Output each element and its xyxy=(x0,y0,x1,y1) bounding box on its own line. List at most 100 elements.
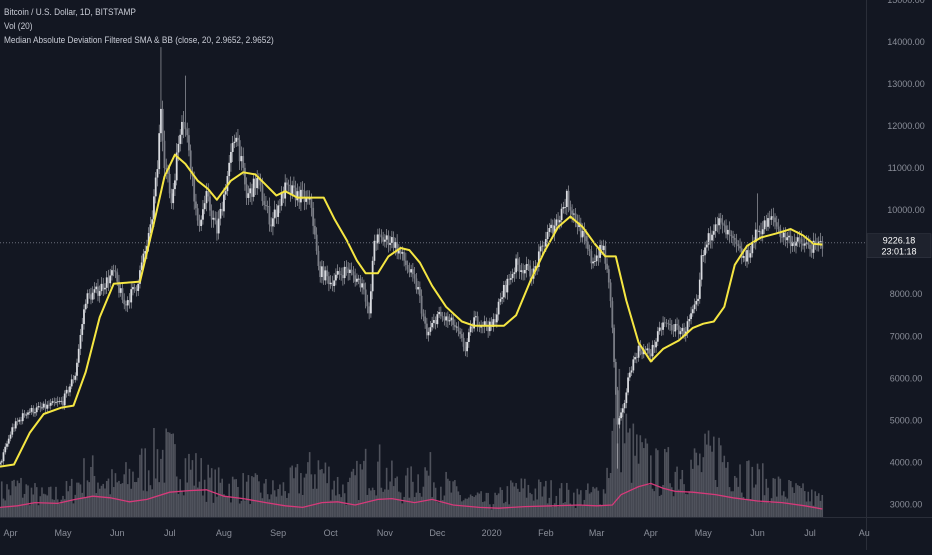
candle-body xyxy=(156,169,159,178)
candle-body xyxy=(252,178,255,197)
volume-bar xyxy=(294,467,297,517)
price-tick-label: 3000.00 xyxy=(890,499,923,509)
volume-bar xyxy=(377,461,379,517)
candle-body xyxy=(270,224,273,227)
volume-bar xyxy=(812,505,815,517)
volume-bar xyxy=(581,505,584,517)
candle-body xyxy=(630,370,633,373)
volume-bar xyxy=(104,488,106,517)
candle-body xyxy=(359,278,362,288)
volume-bar xyxy=(275,496,278,517)
candle-body xyxy=(314,225,316,235)
candle-body xyxy=(301,189,304,192)
volume-bar xyxy=(595,487,598,517)
candle-body xyxy=(670,324,673,331)
volume-bar xyxy=(319,469,321,517)
time-tick-label: Mar xyxy=(589,528,605,538)
candle-body xyxy=(76,362,78,376)
volume-bar xyxy=(203,479,206,517)
candle-body xyxy=(644,349,647,351)
volume-bar xyxy=(391,460,393,517)
candle-body xyxy=(331,282,334,286)
volume-bar xyxy=(196,487,199,517)
candle-body xyxy=(581,230,584,238)
volume-bar xyxy=(72,503,75,517)
candle-body xyxy=(739,246,741,249)
volume-bar xyxy=(632,423,635,517)
volume-bar xyxy=(128,468,131,517)
candle-body xyxy=(74,375,77,380)
volume-bar xyxy=(2,498,5,517)
legend-indicator[interactable]: Median Absolute Deviation Filtered SMA &… xyxy=(4,35,274,45)
volume-bar xyxy=(478,493,481,517)
volume-bar xyxy=(373,490,376,517)
candle-body xyxy=(151,219,154,225)
volume-bar xyxy=(272,480,274,517)
volume-bar xyxy=(156,449,159,517)
volume-bar xyxy=(641,442,643,517)
volume-bar xyxy=(133,482,136,517)
time-tick-label: Jun xyxy=(750,528,765,538)
volume-bar xyxy=(545,480,547,517)
candle-body xyxy=(543,245,545,247)
volume-bar xyxy=(97,482,99,517)
last-price-value: 9226.18 xyxy=(883,236,916,246)
volume-bar xyxy=(567,489,570,517)
volume-bar xyxy=(802,483,804,517)
candle-body xyxy=(425,323,428,336)
chart-legend: Bitcoin / U.S. Dollar, 1D, BITSTAMP Vol … xyxy=(4,5,274,47)
price-tick-label: 15000.00 xyxy=(887,0,925,5)
volume-bar xyxy=(503,503,505,517)
candle-body xyxy=(153,196,155,220)
candle-body xyxy=(132,287,134,290)
candle-body xyxy=(174,180,176,190)
candle-body xyxy=(690,313,692,319)
legend-volume[interactable]: Vol (20) xyxy=(4,21,33,31)
candle-body xyxy=(728,229,731,235)
volume-bar xyxy=(489,504,491,517)
candle-body xyxy=(611,301,614,328)
volume-bar xyxy=(34,483,36,517)
volume-bar xyxy=(532,500,535,517)
volume-bar xyxy=(284,491,286,517)
candle-body xyxy=(28,411,31,413)
candle-body xyxy=(539,246,542,252)
volume-bar xyxy=(735,477,738,517)
candle-body xyxy=(667,323,670,325)
candle-body xyxy=(746,250,748,262)
legend-symbol[interactable]: Bitcoin / U.S. Dollar, 1D, BITSTAMP xyxy=(4,7,136,17)
volume-bar xyxy=(602,489,605,517)
candle-body xyxy=(413,274,416,279)
volume-bar xyxy=(172,433,174,517)
volume-bar xyxy=(791,487,794,517)
volume-bar xyxy=(114,473,117,517)
candle-body xyxy=(125,304,127,306)
candle-body xyxy=(366,301,369,307)
volume-bar xyxy=(380,487,383,517)
volume-bar xyxy=(39,496,42,517)
candle-body xyxy=(508,278,511,280)
candle-body xyxy=(817,241,820,245)
volume-bar xyxy=(524,478,526,517)
volume-bar xyxy=(760,502,762,517)
volume-bar xyxy=(511,482,514,517)
candle-body xyxy=(268,206,271,225)
candle-body xyxy=(751,242,754,254)
candle-body xyxy=(25,414,28,416)
candle-body xyxy=(453,324,456,327)
candle-body xyxy=(240,156,243,162)
candle-body xyxy=(44,403,47,409)
volume-bar xyxy=(322,473,325,517)
volume-bar xyxy=(506,486,509,517)
volume-bar xyxy=(546,503,549,517)
volume-bar xyxy=(630,482,633,517)
time-tick-label: Jun xyxy=(110,528,125,538)
volume-bar xyxy=(406,467,409,517)
candle-body xyxy=(214,217,217,221)
candle-body xyxy=(205,191,208,204)
candle-body xyxy=(161,108,164,141)
volume-bar xyxy=(324,462,327,517)
time-tick-label: Jul xyxy=(164,528,176,538)
